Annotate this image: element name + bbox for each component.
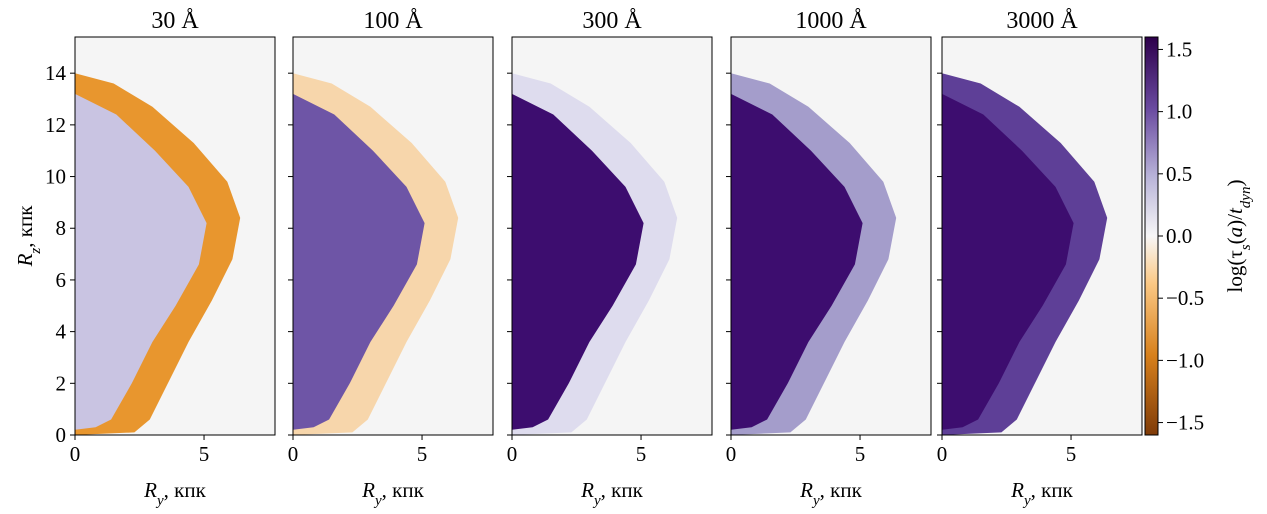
y-axis-label-part: z: [28, 248, 44, 255]
colorbar-label-part: ): [1223, 180, 1247, 187]
colorbar-label-part: dyn: [1238, 187, 1254, 209]
x-axis-label-part: , кпк: [164, 478, 207, 502]
x-tick-label: 5: [636, 442, 647, 466]
colorbar: [1144, 36, 1159, 436]
x-axis-label-part: y: [1022, 493, 1031, 509]
colorbar-label-part: t: [1223, 207, 1247, 214]
field-core: [512, 93, 644, 430]
field-core: [293, 93, 425, 430]
y-tick-label: 12: [45, 113, 66, 137]
axes-frame: [511, 36, 713, 436]
x-tick-label: 5: [417, 442, 428, 466]
x-axis-label: Ry, кпк: [361, 478, 424, 509]
axes-frame: [730, 36, 932, 436]
y-tick-label: 2: [56, 371, 67, 395]
colorbar-tick-label: 1.0: [1166, 100, 1192, 124]
colorbar-label-part: s: [1238, 244, 1254, 250]
x-axis-label-part: y: [592, 493, 601, 509]
x-axis-label-part: , кпк: [601, 478, 644, 502]
x-axis-label-part: y: [373, 493, 382, 509]
x-tick-label: 0: [70, 442, 81, 466]
y-tick-label: 6: [56, 268, 67, 292]
panel-title: 300 Å: [582, 8, 642, 34]
x-axis-label-part: y: [811, 493, 820, 509]
x-axis-label: Ry, кпк: [1010, 478, 1073, 509]
x-tick-label: 0: [726, 442, 737, 466]
panel-title: 3000 Å: [1006, 8, 1078, 34]
colorbar-tick-label: 0.0: [1166, 224, 1192, 248]
x-axis-label: Ry, кпк: [799, 478, 862, 509]
panel-title: 100 Å: [363, 8, 423, 34]
y-tick-label: 4: [56, 320, 67, 344]
x-axis-label-part: R: [799, 478, 813, 502]
x-axis-label: Ry, кпк: [580, 478, 643, 509]
x-tick-label: 0: [507, 442, 518, 466]
y-tick-label: 10: [45, 165, 66, 189]
x-axis-label: Ry, кпк: [143, 478, 206, 509]
x-axis-label-part: , кпк: [820, 478, 863, 502]
y-axis-label: Rz, кпк: [13, 205, 44, 268]
panel-title: 1000 Å: [795, 8, 867, 34]
x-axis-label-part: R: [1010, 478, 1024, 502]
x-axis-label-part: y: [155, 493, 164, 509]
axes-frame: [74, 36, 276, 436]
axes-frame: [941, 36, 1143, 436]
field-core: [75, 93, 207, 430]
x-axis-label-part: , кпк: [382, 478, 425, 502]
axes-frame: [292, 36, 494, 436]
x-tick-label: 5: [199, 442, 210, 466]
x-axis-label-part: R: [580, 478, 594, 502]
colorbar-label-part: (: [1223, 237, 1247, 244]
x-axis-label-part: R: [143, 478, 157, 502]
colorbar-tick-label: −0.5: [1166, 286, 1204, 310]
colorbar-tick-label: −1.5: [1166, 411, 1204, 435]
y-tick-label: 8: [56, 216, 67, 240]
colorbar-tick-label: 1.5: [1166, 37, 1192, 61]
x-axis-label-part: , кпк: [1031, 478, 1074, 502]
colorbar-label-part: )/: [1223, 214, 1247, 227]
x-axis-label-part: R: [361, 478, 375, 502]
colorbar-label: log(τs(a)/tdyn): [1223, 180, 1254, 293]
y-axis-label-part: R: [13, 253, 37, 267]
field-core: [731, 93, 863, 430]
colorbar-label-part: a: [1223, 227, 1247, 238]
panel-title: 30 Å: [151, 8, 199, 34]
y-axis-label-part: , кпк: [13, 205, 37, 248]
colorbar-tick-label: −1.0: [1166, 348, 1204, 372]
x-tick-label: 0: [937, 442, 948, 466]
colorbar-tick-label: 0.5: [1166, 162, 1192, 186]
y-tick-label: 0: [56, 423, 67, 447]
colorbar-label-part: log(τ: [1223, 250, 1247, 292]
x-tick-label: 5: [855, 442, 866, 466]
field-core: [942, 93, 1074, 430]
x-tick-label: 5: [1066, 442, 1077, 466]
y-tick-label: 14: [45, 61, 67, 85]
x-tick-label: 0: [288, 442, 299, 466]
